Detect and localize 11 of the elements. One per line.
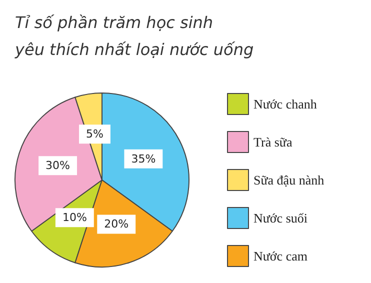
legend-label: Nước chanh [254, 96, 318, 112]
data-label: 5% [86, 128, 104, 141]
legend-label: Trà sữa [254, 134, 292, 150]
legend-label: Nước cam [254, 248, 308, 264]
data-label: 35% [131, 152, 156, 166]
data-label: 10% [62, 211, 87, 224]
data-label: 30% [46, 159, 70, 172]
legend-label: Nước suối [254, 210, 308, 226]
chart-title: Tỉ số phần trăm học sinh yêu thích nhất loại nước uống [14, 13, 254, 59]
data-label: 20% [104, 218, 129, 231]
legend-label: Sữa đậu nành [254, 172, 325, 188]
